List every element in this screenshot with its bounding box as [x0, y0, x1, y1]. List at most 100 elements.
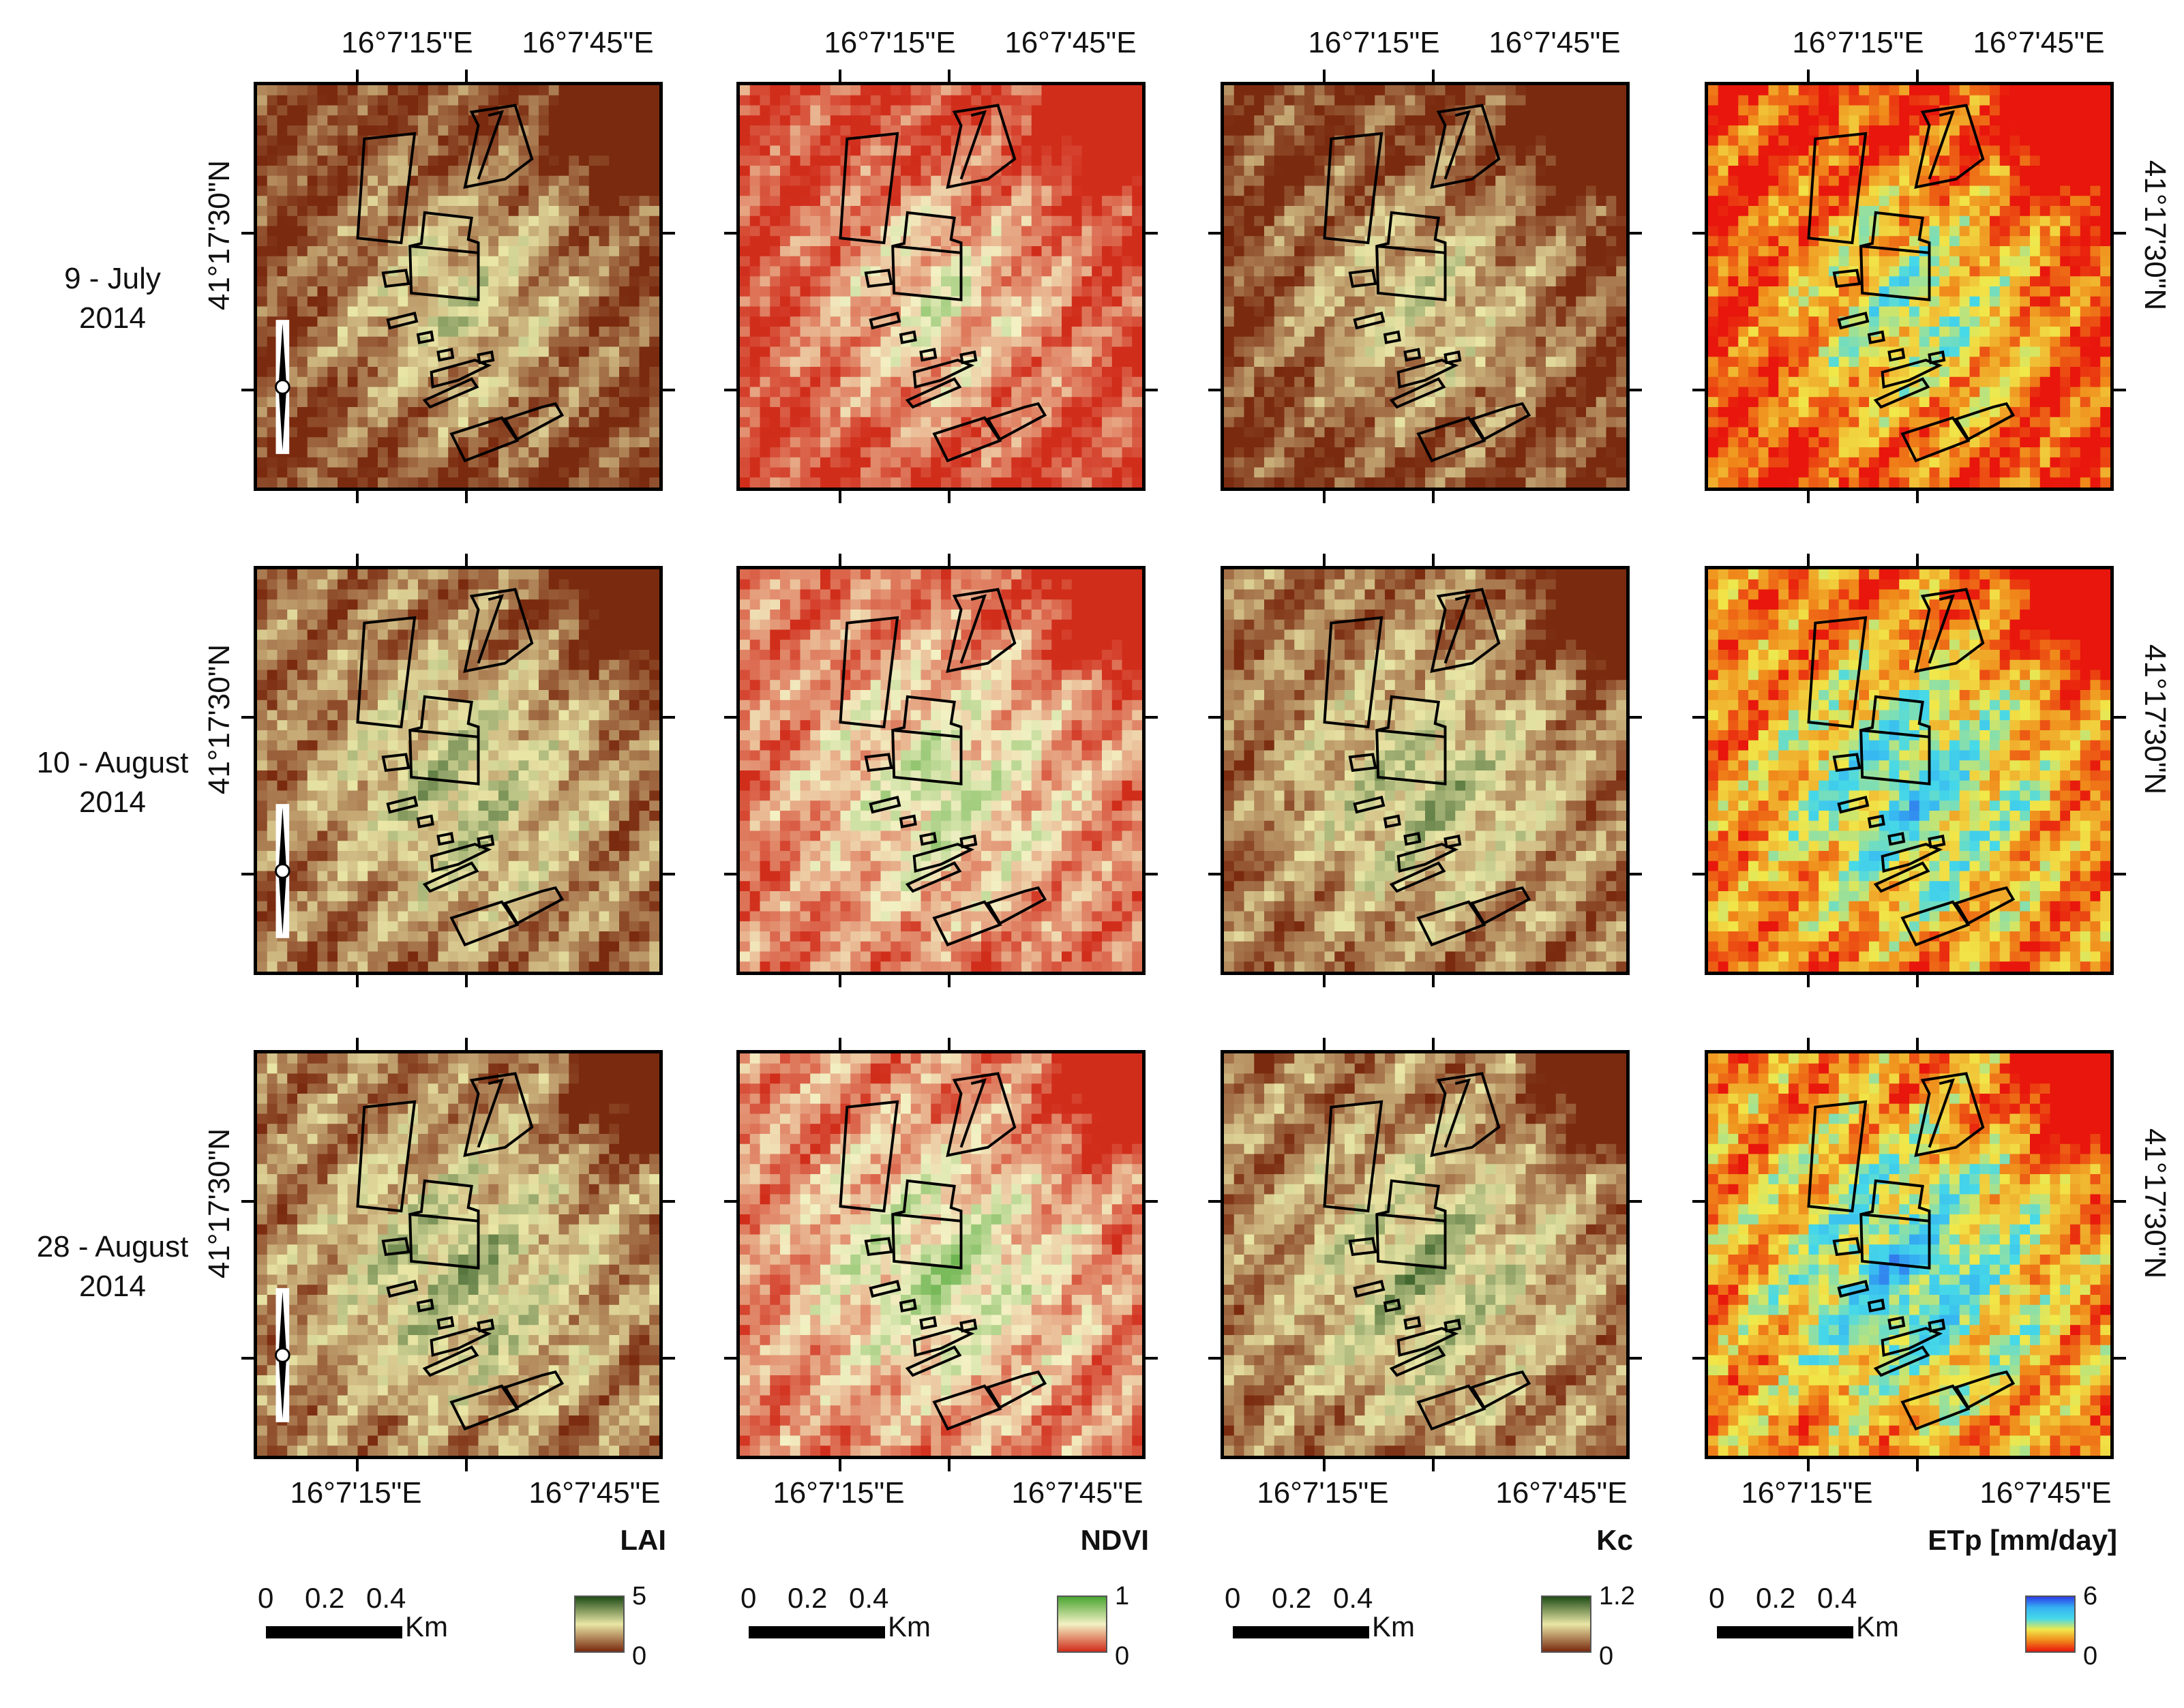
legend-title: ETp [mm/day]: [1928, 1524, 2117, 1556]
field-outline: [1323, 132, 1383, 245]
scale-bar-unit: Km: [1856, 1610, 1899, 1643]
field-outline: [386, 795, 419, 814]
tick-mark: [839, 1038, 841, 1050]
longitude-tick-label: 16°7'45"E: [1011, 1476, 1143, 1510]
row-date-label: 28 - August 2014: [0, 1227, 225, 1306]
field-outline: [959, 350, 978, 365]
field-outline: [1807, 1100, 1868, 1213]
field-outline: [1859, 695, 1931, 785]
field-outline: [503, 1370, 565, 1409]
field-outline: [381, 753, 410, 773]
tick-mark: [356, 1038, 359, 1050]
row-date-label-line: 10 - August: [36, 746, 189, 779]
row-date-label: 10 - August 2014: [0, 743, 225, 822]
north-arrow-icon: [275, 804, 290, 938]
field-outline: [1914, 588, 1985, 673]
field-outline: [1832, 1237, 1861, 1257]
tick-mark: [1146, 1357, 1158, 1360]
field-outline: [1383, 330, 1401, 344]
field-outline: [1832, 753, 1861, 773]
tick-mark: [1807, 1459, 1810, 1471]
field-outline: [1881, 843, 1943, 873]
row-date-label: 9 - July 2014: [0, 259, 225, 338]
field-outline: [1807, 616, 1868, 729]
field-outline: [1443, 835, 1462, 849]
tick-mark: [465, 1459, 468, 1471]
tick-mark: [724, 873, 736, 875]
tick-mark: [465, 1038, 468, 1050]
raster-image: [1224, 1053, 1626, 1456]
raster-image: [740, 85, 1142, 488]
field-outline: [1389, 1345, 1446, 1377]
tick-mark: [1916, 70, 1919, 82]
field-outline: [1867, 330, 1885, 344]
field-outline: [1859, 1179, 1931, 1270]
scale-bar-unit: Km: [1372, 1610, 1415, 1643]
field-outline: [436, 348, 455, 362]
field-outline: [899, 1298, 917, 1313]
field-outline: [1396, 1327, 1459, 1357]
tick-mark: [356, 70, 359, 82]
field-outline: [422, 377, 479, 409]
tick-mark: [241, 232, 254, 235]
field-boundaries: [839, 104, 1047, 463]
field-outline: [1443, 350, 1462, 365]
field-boundaries: [1323, 104, 1531, 463]
tick-mark: [1916, 1038, 1919, 1050]
tick-mark: [1630, 1357, 1642, 1360]
longitude-tick-label: 16°7'15"E: [824, 26, 956, 59]
raster-image: [740, 569, 1142, 972]
tick-mark: [1432, 554, 1435, 566]
tick-mark: [241, 873, 254, 875]
scale-bar: [749, 1626, 885, 1638]
field-outline: [1353, 311, 1386, 330]
field-outline: [1375, 211, 1447, 301]
longitude-tick-label: 16°7'15"E: [1741, 1476, 1873, 1510]
field-outline: [1837, 1279, 1870, 1298]
field-outline: [477, 110, 504, 180]
field-outline: [946, 1072, 1017, 1157]
field-outline: [905, 861, 962, 893]
field-outline: [1430, 588, 1501, 673]
field-outline: [959, 110, 987, 180]
row-date-label-line: 2014: [79, 301, 146, 335]
tick-mark: [1208, 1200, 1221, 1203]
field-outline: [864, 269, 893, 288]
scale-bar-number: 0.4: [1333, 1582, 1373, 1614]
field-outline: [1348, 269, 1377, 288]
field-outline: [912, 843, 975, 873]
map-panel-ndvi-2: [736, 566, 1146, 975]
longitude-tick-label: 16°7'45"E: [1489, 26, 1621, 59]
tick-mark: [1916, 491, 1919, 503]
row-date-label-line: 28 - August: [36, 1230, 189, 1263]
legend-min-value: 0: [632, 1642, 647, 1670]
field-outline: [893, 729, 961, 738]
raster-image: [257, 569, 659, 972]
legend-max-value: 5: [632, 1582, 647, 1610]
field-outline: [1353, 1279, 1386, 1298]
row-date-label-line: 2014: [79, 1270, 146, 1303]
field-outline: [1873, 377, 1930, 409]
raster-image: [1224, 85, 1626, 488]
raster-image: [1708, 1053, 2110, 1456]
field-outline: [1348, 1237, 1377, 1257]
field-outline: [463, 588, 534, 673]
map-panel-lai-3: [254, 1050, 663, 1459]
tick-mark: [1916, 554, 1919, 566]
scale-bar-number: 0.4: [366, 1582, 406, 1614]
tick-mark: [1630, 232, 1642, 235]
field-outline: [463, 104, 534, 189]
field-outline: [1928, 1319, 1946, 1333]
tick-mark: [839, 975, 841, 987]
field-outline: [416, 1298, 434, 1313]
tick-mark: [1630, 1200, 1642, 1203]
field-boundaries: [1807, 588, 2016, 947]
tick-mark: [1630, 716, 1642, 719]
field-outline: [869, 311, 901, 330]
field-outline: [381, 1237, 410, 1257]
field-outline: [422, 861, 479, 893]
legend-max-value: 1: [1115, 1582, 1130, 1610]
field-outline: [959, 1078, 987, 1148]
field-outline: [477, 1319, 495, 1333]
tick-mark: [1807, 1038, 1810, 1050]
